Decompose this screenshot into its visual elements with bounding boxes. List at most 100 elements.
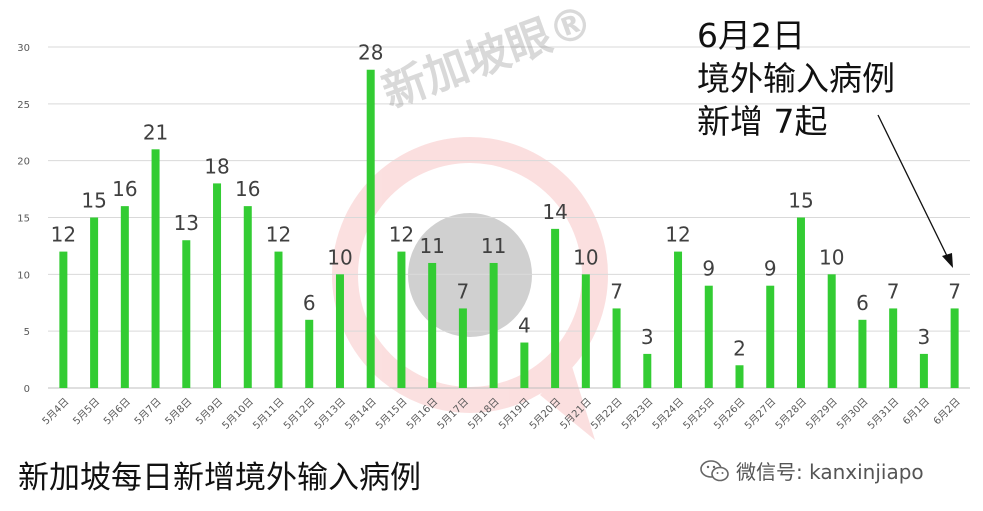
x-tick-label: 5月31日 [865,396,901,432]
annotation-arrow [877,114,953,268]
y-tick-label: 0 [24,384,30,395]
data-label: 7 [948,279,961,303]
x-tick-label: 5月6日 [101,396,133,428]
annotation: 6月2日 境外输入病例 新增 7起 [697,14,895,143]
data-label: 13 [174,211,199,235]
bar [766,285,775,388]
bar [704,285,713,388]
x-tick-label: 5月14日 [343,396,379,432]
wechat-icon [700,459,729,481]
bar [458,308,467,388]
y-tick-label: 20 [17,157,30,168]
x-tick-label: 5月5日 [71,396,103,428]
watermark-center [408,213,532,337]
x-tick-label: 5月12日 [281,396,317,432]
bar [428,262,437,388]
annotation-subject: 境外输入病例 [697,59,895,98]
data-label: 11 [481,234,506,258]
bar [182,240,191,388]
data-label: 10 [819,245,844,269]
data-label: 11 [419,234,444,258]
data-label: 10 [327,245,352,269]
bar [858,319,867,388]
data-label: 21 [143,120,168,144]
data-label: 6 [856,291,869,315]
bar [397,251,406,388]
data-label: 7 [610,279,623,303]
x-tick-label: 5月9日 [194,396,226,428]
bar [735,365,744,388]
wechat-label: 微信号: kanxinjiapo [736,460,924,484]
x-tick-label: 5月27日 [742,396,778,432]
watermark-logo [332,137,608,440]
x-tick-label: 5月20日 [527,396,563,432]
x-tick-label: 5月4日 [40,396,72,428]
x-tick-label: 5月13日 [312,396,348,432]
x-tick-label: 5月30日 [834,396,870,432]
data-label: 10 [573,245,598,269]
bar [305,319,314,388]
bar [551,228,560,388]
data-label: 7 [457,279,470,303]
chart-caption: 新加坡每日新增境外输入病例 [18,460,421,496]
x-tick-label: 5月26日 [711,396,747,432]
bar [581,274,590,388]
bar [151,149,160,388]
y-tick-label: 10 [17,270,30,281]
x-tick-label: 5月10日 [220,396,256,432]
data-label: 15 [81,189,106,213]
gridlines [48,46,970,389]
bar [919,353,928,388]
bar [796,217,805,388]
x-tick-label: 5月7日 [132,396,164,428]
x-tick-label: 5月8日 [163,396,195,428]
data-label: 3 [641,325,654,349]
bar [274,251,283,388]
bar [643,353,652,388]
x-tick-label: 5月28日 [773,396,809,432]
data-label: 12 [266,223,291,247]
data-label: 16 [235,177,260,201]
data-label: 2 [733,336,746,360]
y-tick-label: 30 [17,43,30,54]
x-tick-label: 5月11日 [250,396,286,432]
wechat-account: 微信号: kanxinjiapo [700,456,924,485]
y-tick-label: 25 [17,100,30,111]
annotation-date: 6月2日 [697,16,805,55]
data-label: 9 [702,257,715,281]
data-label: 6 [303,291,316,315]
bar [90,217,99,388]
bar [366,69,375,388]
bar [213,183,222,388]
data-label: 7 [887,279,900,303]
annotation-count: 新增 7起 [697,102,828,141]
data-label: 12 [51,223,76,247]
x-tick-label: 5月29日 [804,396,840,432]
x-tick-label: 5月22日 [589,396,625,432]
bar [889,308,898,388]
data-label: 16 [112,177,137,201]
y-axis-ticks: 0 5 10 15 20 25 30 [17,43,30,395]
bar [612,308,621,388]
x-tick-label: 6月1日 [900,396,932,428]
x-tick-label: 5月15日 [373,396,409,432]
bar [59,251,68,388]
data-label: 14 [542,200,567,224]
data-label: 12 [665,223,690,247]
data-label: 3 [918,325,931,349]
data-label: 18 [204,154,229,178]
bars [59,69,959,388]
watermark-ring [332,137,608,413]
data-label: 15 [788,189,813,213]
data-label: 12 [389,223,414,247]
y-tick-label: 15 [17,214,30,225]
x-tick-label: 5月23日 [619,396,655,432]
bar [520,342,529,388]
x-tick-label: 5月24日 [650,396,686,432]
x-tick-label: 5月25日 [681,396,717,432]
bar [489,262,498,388]
bar [950,308,959,388]
bar [674,251,683,388]
